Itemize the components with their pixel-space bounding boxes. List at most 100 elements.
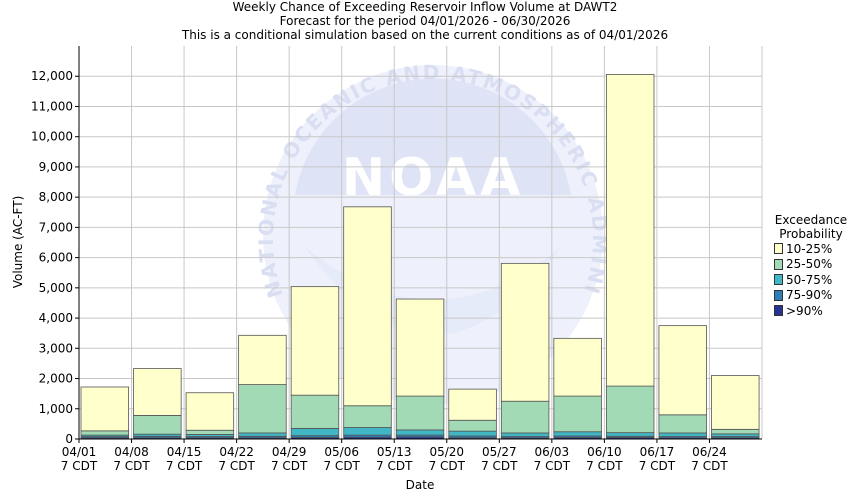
legend-swatch bbox=[774, 289, 783, 301]
x-tick-label: 05/13 bbox=[377, 445, 412, 459]
y-tick-label: 6,000 bbox=[39, 251, 73, 265]
bar-segment bbox=[500, 432, 550, 437]
y-tick-label: 12,000 bbox=[31, 69, 73, 83]
y-tick-label: 4,000 bbox=[39, 311, 73, 325]
x-tick-sublabel: 7 CDT bbox=[586, 459, 623, 473]
bar-segment bbox=[448, 430, 497, 437]
bar-segment bbox=[605, 74, 655, 387]
legend-title-line1: Exceedance bbox=[774, 213, 848, 227]
y-tick-label: 9,000 bbox=[39, 160, 73, 174]
y-tick-label: 2,000 bbox=[39, 372, 73, 386]
legend-item: 50-75% bbox=[774, 272, 850, 288]
x-tick-label: 06/03 bbox=[535, 445, 570, 459]
bar-segment bbox=[395, 395, 445, 431]
chart-title: Weekly Chance of Exceeding Reservoir Inf… bbox=[0, 0, 850, 42]
bar-segment bbox=[658, 432, 707, 437]
legend-item: >90% bbox=[774, 303, 850, 319]
x-tick-label: 04/08 bbox=[114, 445, 149, 459]
bar-segment bbox=[395, 429, 445, 436]
watermark-logo-text: NOAA bbox=[342, 148, 525, 208]
x-tick-label: 06/24 bbox=[692, 445, 727, 459]
y-tick-label: 5,000 bbox=[39, 281, 73, 295]
x-tick-label: 05/27 bbox=[482, 445, 517, 459]
x-tick-label: 04/01 bbox=[62, 445, 97, 459]
bar-segment bbox=[605, 432, 655, 437]
legend-label: 75-90% bbox=[786, 288, 833, 303]
y-tick-label: 7,000 bbox=[39, 220, 73, 234]
legend-label: 10-25% bbox=[786, 241, 833, 256]
bar-segment bbox=[185, 392, 235, 431]
bar-segment bbox=[343, 206, 392, 407]
y-tick-label: 3,000 bbox=[39, 341, 73, 355]
chart-title-line1: Weekly Chance of Exceeding Reservoir Inf… bbox=[232, 0, 618, 14]
bar-segment bbox=[238, 384, 287, 434]
chart-title-line2: Forecast for the period 04/01/2026 - 06/… bbox=[279, 14, 571, 28]
y-tick-label: 10,000 bbox=[31, 130, 73, 144]
bar-segment bbox=[658, 325, 707, 416]
x-tick-sublabel: 7 CDT bbox=[323, 459, 360, 473]
x-tick-sublabel: 7 CDT bbox=[429, 459, 466, 473]
x-tick-label: 06/10 bbox=[587, 445, 622, 459]
legend-item: 25-50% bbox=[774, 257, 850, 273]
x-tick-label: 05/20 bbox=[429, 445, 464, 459]
x-tick-sublabel: 7 CDT bbox=[218, 459, 255, 473]
legend-item: 10-25% bbox=[774, 241, 850, 257]
bar-segment bbox=[711, 375, 760, 430]
bar-segment bbox=[658, 414, 707, 434]
x-tick-sublabel: 7 CDT bbox=[166, 459, 203, 473]
bar-segment bbox=[711, 433, 760, 437]
bar-segment bbox=[395, 298, 445, 397]
x-tick-label: 04/22 bbox=[219, 445, 254, 459]
x-tick-sublabel: 7 CDT bbox=[113, 459, 150, 473]
bar-segment bbox=[343, 405, 392, 428]
bar-segment bbox=[80, 386, 130, 432]
bar-segment bbox=[500, 262, 550, 402]
x-tick-label: 04/15 bbox=[167, 445, 202, 459]
legend-label: 50-75% bbox=[786, 272, 833, 287]
y-tick-label: 1,000 bbox=[39, 402, 73, 416]
x-tick-label: 04/29 bbox=[272, 445, 307, 459]
chart-axes: 0 1,000 2,000 3,000 4,000 5,000 6,000 7,000 8,00… bbox=[31, 46, 762, 473]
bar-segment bbox=[553, 395, 602, 433]
bar-segment bbox=[290, 428, 340, 437]
legend-swatch bbox=[774, 243, 783, 255]
legend-item: 75-90% bbox=[774, 288, 850, 304]
x-tick-sublabel: 7 CDT bbox=[271, 459, 308, 473]
legend-title-line2: Probability bbox=[779, 227, 843, 241]
bar-segment bbox=[711, 428, 760, 435]
bar-segment bbox=[290, 286, 340, 396]
x-tick-sublabel: 7 CDT bbox=[61, 459, 98, 473]
bar-segment bbox=[448, 419, 497, 432]
bar-segment bbox=[553, 431, 602, 437]
x-tick-sublabel: 7 CDT bbox=[691, 459, 728, 473]
bar-segment bbox=[185, 429, 235, 435]
bar-segment bbox=[500, 400, 550, 434]
x-tick-sublabel: 7 CDT bbox=[376, 459, 413, 473]
chart-title-line3: This is a conditional simulation based o… bbox=[181, 28, 669, 42]
x-tick-label: 05/06 bbox=[324, 445, 359, 459]
legend-swatch bbox=[774, 258, 783, 270]
bar-segment bbox=[553, 337, 602, 397]
x-tick-label: 06/17 bbox=[640, 445, 675, 459]
bar-segment bbox=[133, 368, 182, 416]
bar-segment bbox=[290, 394, 340, 429]
bar-segment bbox=[343, 427, 392, 436]
bar-segment bbox=[238, 432, 287, 437]
legend-items: 10-25% 25-50% 50-75% 75-90% >90% bbox=[772, 241, 850, 319]
legend-swatch bbox=[774, 274, 783, 286]
bar-segment bbox=[448, 388, 497, 421]
x-axis-label: Date bbox=[405, 478, 435, 492]
x-tick-sublabel: 7 CDT bbox=[639, 459, 676, 473]
legend-label: 25-50% bbox=[786, 257, 833, 272]
bar-segment bbox=[238, 334, 287, 385]
y-axis-label: Volume (AC-FT) bbox=[11, 195, 25, 289]
x-tick-sublabel: 7 CDT bbox=[534, 459, 571, 473]
legend: Exceedance Probability 10-25% 25-50% 50-75… bbox=[772, 213, 850, 319]
legend-label: >90% bbox=[786, 303, 823, 318]
y-tick-label: 8,000 bbox=[39, 190, 73, 204]
bar-segment bbox=[133, 415, 182, 435]
bar-segment bbox=[80, 430, 130, 436]
legend-swatch bbox=[774, 305, 783, 317]
chart-bars bbox=[80, 74, 760, 440]
